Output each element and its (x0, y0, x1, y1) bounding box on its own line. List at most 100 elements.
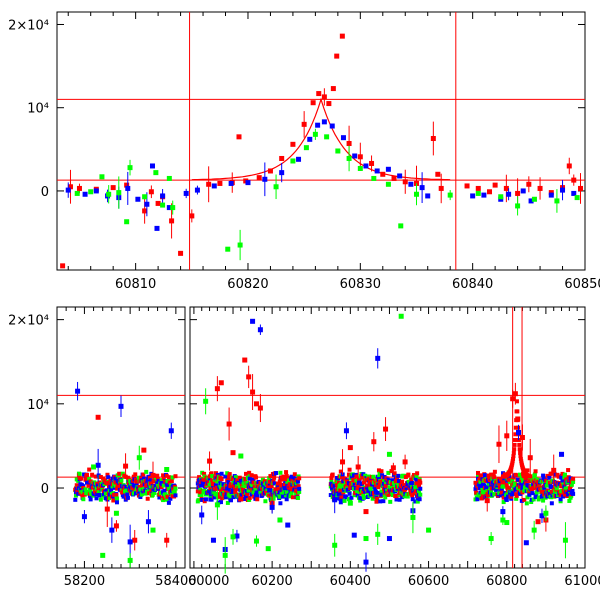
data-point (114, 486, 119, 491)
data-point (268, 474, 273, 479)
data-point (125, 185, 131, 191)
data-point (402, 179, 408, 185)
data-point (226, 421, 232, 427)
data-point (173, 486, 178, 491)
data-point (499, 493, 504, 498)
data-point (532, 485, 537, 490)
data-point (137, 485, 142, 490)
data-point (413, 499, 418, 504)
data-point (243, 477, 248, 482)
data-point (418, 486, 423, 491)
data-point (354, 474, 359, 479)
data-point (210, 537, 216, 543)
observing-season-cluster (473, 468, 576, 506)
data-point (296, 156, 302, 162)
data-point (379, 469, 384, 474)
data-point (241, 481, 246, 486)
data-point (527, 455, 533, 461)
data-point (67, 184, 73, 190)
data-point (157, 495, 162, 500)
data-point (351, 473, 356, 478)
data-point (558, 499, 563, 504)
data-point (347, 500, 353, 506)
data-point (234, 533, 240, 539)
data-point (198, 483, 203, 488)
data-point (82, 472, 87, 477)
data-point (210, 478, 215, 483)
data-point (347, 467, 352, 472)
data-point (329, 478, 334, 483)
data-point (394, 497, 399, 502)
data-point (375, 490, 380, 495)
data-point (415, 471, 420, 476)
data-point (571, 491, 576, 496)
data-point (247, 470, 252, 475)
data-point (511, 475, 516, 480)
y-tick-label: 10⁴ (27, 398, 49, 413)
data-point (88, 489, 93, 494)
data-point (132, 537, 138, 543)
data-point (82, 191, 88, 197)
data-point (567, 486, 572, 491)
data-point (474, 490, 479, 495)
data-point (262, 176, 268, 182)
data-point (526, 181, 532, 187)
data-point (266, 484, 271, 489)
data-point (330, 86, 336, 92)
data-point (203, 398, 209, 404)
data-point (160, 193, 166, 199)
data-point (381, 499, 386, 504)
data-point (332, 497, 338, 503)
data-point (90, 485, 95, 490)
data-point (518, 450, 523, 455)
data-point (511, 450, 516, 455)
data-point (106, 475, 111, 480)
data-point (518, 483, 523, 488)
data-point (210, 474, 215, 479)
data-point (365, 485, 370, 490)
data-point (280, 494, 285, 499)
data-point (116, 190, 122, 196)
data-point (500, 517, 506, 523)
data-point (547, 475, 552, 480)
data-point (81, 514, 87, 520)
data-point (150, 472, 156, 478)
data-point (409, 477, 414, 482)
data-point (499, 487, 504, 492)
y-tick-label: 10⁴ (27, 102, 49, 117)
data-point (504, 520, 510, 526)
data-point (336, 480, 341, 485)
data-point (95, 483, 100, 488)
data-point (141, 472, 146, 477)
data-point (418, 492, 423, 497)
data-point (415, 499, 420, 504)
data-point (265, 546, 271, 552)
data-point (519, 459, 524, 464)
data-point (99, 174, 105, 180)
data-point (499, 490, 504, 495)
data-point (136, 475, 141, 480)
data-point (527, 476, 532, 481)
data-point (528, 474, 533, 479)
data-point (324, 134, 330, 140)
data-point (515, 416, 521, 422)
data-point (297, 486, 302, 491)
data-point (292, 472, 297, 477)
data-point (290, 478, 295, 483)
data-point (244, 471, 249, 476)
data-point (514, 496, 519, 501)
data-point (145, 477, 150, 482)
x-tick-label: 60840 (452, 277, 493, 292)
data-point (273, 184, 279, 190)
data-point (492, 475, 497, 480)
data-point (417, 489, 422, 494)
data-point (571, 476, 576, 481)
data-point (153, 484, 158, 489)
data-point (341, 483, 346, 488)
data-point (543, 510, 549, 516)
data-point (173, 474, 178, 479)
data-point (475, 185, 481, 191)
data-point (509, 494, 514, 499)
data-point (233, 490, 238, 495)
